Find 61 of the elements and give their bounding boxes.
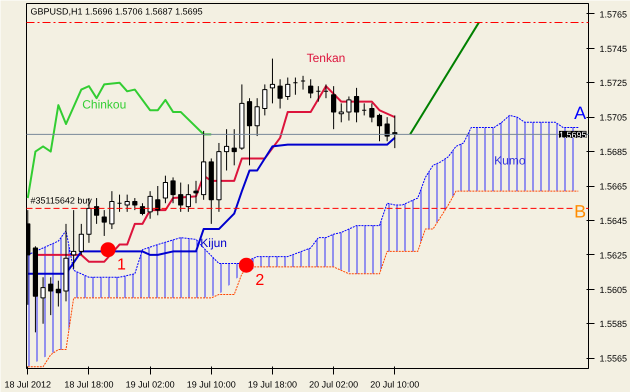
y-tick-label: 1.5665	[600, 182, 628, 192]
candlestick	[102, 210, 107, 236]
candlestick	[132, 198, 138, 211]
y-tick-label: 1.5765	[600, 9, 628, 20]
candlestick	[71, 210, 76, 270]
x-tick-label: 18 Jul 2012	[4, 380, 52, 390]
y-tick-label: 1.5645	[600, 216, 628, 226]
y-tick-label: 1.5605	[600, 284, 628, 295]
annotation: 2	[255, 272, 264, 290]
candlestick	[354, 87, 360, 123]
x-tick-label: 19 Jul 18:00	[248, 380, 297, 390]
chart-title: GBPUSD,H1 1.5696 1.5706 1.5687 1.5695	[30, 6, 203, 16]
x-tick-label: 20 Jul 10:00	[370, 380, 420, 390]
candlestick	[48, 276, 54, 316]
y-tick-label: 1.5565	[600, 354, 628, 364]
annotation: 1	[117, 256, 126, 274]
candlestick	[338, 102, 344, 123]
candlestick	[40, 276, 46, 324]
candlestick	[140, 202, 146, 216]
candlestick	[369, 102, 374, 123]
series-label: Chinkou	[82, 97, 126, 112]
x-tick-label: 19 Jul 10:00	[186, 380, 236, 390]
candlestick	[193, 180, 199, 204]
candlestick	[278, 78, 283, 110]
series-label: Kijun	[200, 236, 227, 250]
annotation: B	[574, 202, 586, 222]
y-tick-label: 1.5725	[600, 78, 628, 88]
candlestick	[109, 190, 114, 230]
candlestick	[376, 113, 382, 142]
line-series	[26, 136, 396, 275]
x-tick-label: 20 Jul 02:00	[309, 380, 358, 390]
y-tick-label: 1.5705	[600, 112, 628, 123]
annotation: A	[574, 103, 586, 123]
candlestick	[170, 176, 176, 204]
candlestick	[262, 84, 268, 116]
y-tick-label: 1.5585	[600, 319, 628, 330]
ref-line-label: 1.5695	[558, 130, 587, 140]
candlestick	[178, 182, 184, 212]
candlestick	[78, 223, 84, 256]
candlestick	[56, 280, 61, 308]
y-tick-label: 1.5685	[600, 147, 628, 158]
candlestick	[124, 194, 130, 212]
candlestick	[384, 116, 390, 142]
x-tick-label: 19 Jul 02:00	[126, 380, 175, 390]
candlestick	[94, 198, 100, 224]
candlestick	[346, 96, 352, 122]
candlestick	[331, 86, 336, 130]
candlestick	[270, 58, 276, 104]
text: Tenkan	[306, 51, 346, 66]
y-tick-label: 1.5745	[600, 44, 628, 54]
candlestick	[224, 128, 230, 172]
candlestick	[148, 190, 153, 220]
candlestick	[254, 98, 260, 137]
candlestick	[308, 78, 314, 99]
y-tick-label: 1.5625	[600, 250, 628, 260]
x-tick-label: 18 Jul 18:00	[64, 380, 114, 390]
candlestick	[155, 186, 160, 216]
candlestick	[162, 175, 168, 204]
candlestick	[232, 128, 237, 166]
candlestick	[285, 77, 290, 100]
candlestick	[186, 184, 191, 212]
